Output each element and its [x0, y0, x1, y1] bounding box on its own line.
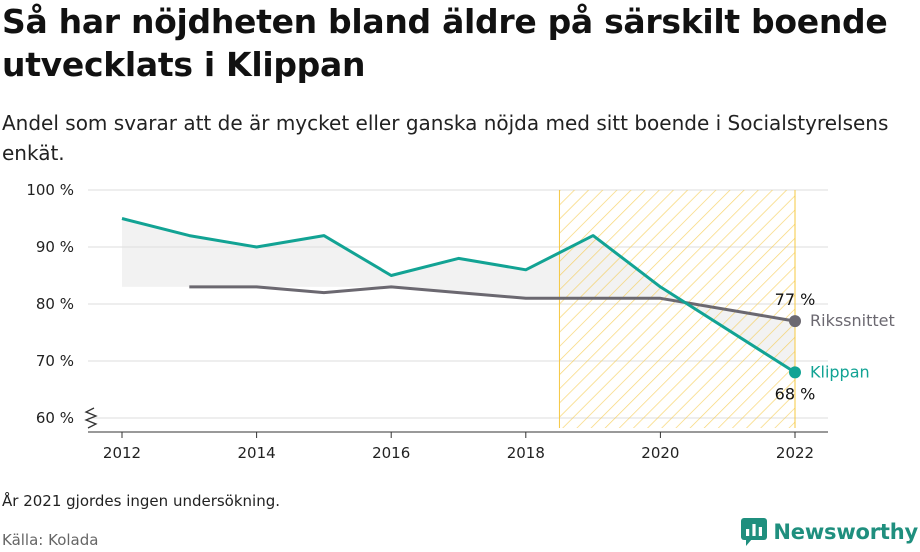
x-tick-label: 2018 [507, 444, 545, 462]
newsworthy-logo-icon [741, 518, 768, 546]
highlight-period [558, 190, 796, 428]
highlight-hatch [559, 190, 795, 428]
x-tick-label: 2012 [103, 444, 141, 462]
klippan-line [121, 217, 796, 374]
y-tick-label: 70 % [36, 352, 74, 370]
y-tick-label: 60 % [36, 409, 74, 427]
x-tick-label: 2016 [372, 444, 410, 462]
rikssnittet-line [189, 285, 796, 323]
chart-title: Så har nöjdheten bland äldre på särskilt… [2, 2, 888, 84]
rikssnittet-series-label: Rikssnittet [810, 311, 895, 330]
x-tick-label: 2014 [238, 444, 276, 462]
source-note: Källa: Kolada [2, 531, 99, 549]
brand-name: Newsworthy [773, 520, 918, 544]
range-band [122, 218, 795, 373]
x-tick-label: 2020 [641, 444, 679, 462]
y-tick-label: 100 % [26, 181, 74, 199]
footnote: År 2021 gjordes ingen undersökning. [2, 492, 281, 510]
klippan-line-end-point [789, 366, 801, 379]
brand-logo: Newsworthy [741, 518, 918, 546]
line-chart: 100 % 90 % 80 % 70 % 60 % 2012 2014 2016 2018 202… [26, 181, 895, 462]
rikssnittet-value-label: 77 % [775, 290, 816, 309]
range-band-area [122, 218, 795, 373]
series-lines [121, 217, 801, 379]
axis-break-icon [84, 407, 98, 429]
klippan-series-label: Klippan [810, 362, 870, 381]
klippan-value-label: 68 % [775, 384, 816, 403]
series-labels: 77 % Rikssnittet 68 % Klippan [775, 290, 895, 403]
axes: 100 % 90 % 80 % 70 % 60 % 2012 2014 2016 2018 202… [26, 181, 828, 462]
rikssnittet-line-end-point [789, 315, 801, 328]
y-tick-label: 80 % [36, 295, 74, 313]
y-tick-label: 90 % [36, 238, 74, 256]
chart-subtitle: Andel som svarar att de är mycket eller … [2, 111, 889, 165]
x-tick-label: 2022 [776, 444, 814, 462]
